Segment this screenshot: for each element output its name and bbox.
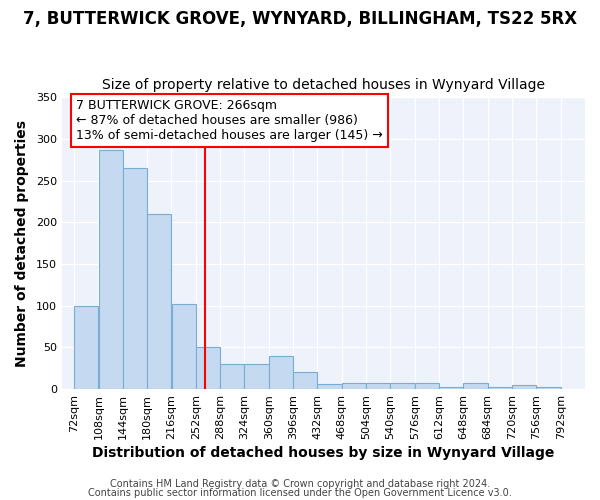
Bar <box>220 364 244 389</box>
Y-axis label: Number of detached properties: Number of detached properties <box>15 120 29 366</box>
Text: 7, BUTTERWICK GROVE, WYNYARD, BILLINGHAM, TS22 5RX: 7, BUTTERWICK GROVE, WYNYARD, BILLINGHAM… <box>23 10 577 28</box>
Bar <box>293 372 317 389</box>
Bar <box>463 383 488 389</box>
Bar <box>512 385 536 389</box>
Bar <box>536 386 560 389</box>
Bar <box>439 388 463 389</box>
Bar <box>244 364 269 389</box>
Text: 7 BUTTERWICK GROVE: 266sqm
← 87% of detached houses are smaller (986)
13% of sem: 7 BUTTERWICK GROVE: 266sqm ← 87% of deta… <box>76 99 383 142</box>
Bar <box>269 356 293 389</box>
Bar <box>147 214 172 389</box>
Bar <box>391 383 415 389</box>
Title: Size of property relative to detached houses in Wynyard Village: Size of property relative to detached ho… <box>102 78 545 92</box>
Bar <box>196 348 220 389</box>
Text: Contains public sector information licensed under the Open Government Licence v3: Contains public sector information licen… <box>88 488 512 498</box>
Text: Contains HM Land Registry data © Crown copyright and database right 2024.: Contains HM Land Registry data © Crown c… <box>110 479 490 489</box>
Bar <box>74 306 98 389</box>
Bar <box>342 383 366 389</box>
Bar <box>98 150 122 389</box>
Bar <box>172 304 196 389</box>
Bar <box>317 384 341 389</box>
X-axis label: Distribution of detached houses by size in Wynyard Village: Distribution of detached houses by size … <box>92 446 554 460</box>
Bar <box>123 168 147 389</box>
Bar <box>366 383 390 389</box>
Bar <box>488 388 512 389</box>
Bar <box>415 383 439 389</box>
